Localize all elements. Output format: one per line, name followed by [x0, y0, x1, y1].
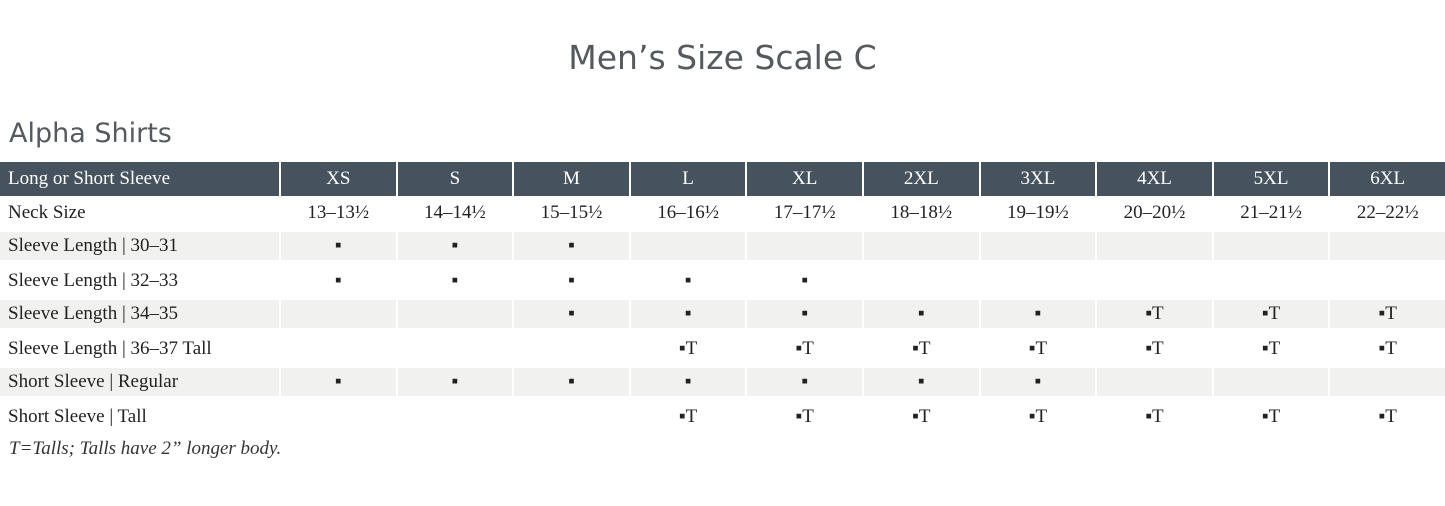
size-cell — [1213, 232, 1329, 260]
size-cell — [1097, 264, 1212, 298]
size-cell — [1097, 232, 1212, 260]
size-cell: ▪T — [1213, 300, 1329, 328]
size-cell: ▪T — [1261, 406, 1281, 427]
size-cell: ▪T — [795, 338, 814, 359]
size-cell: ▪T — [1145, 406, 1164, 427]
size-cell — [980, 232, 1096, 260]
size-cell: 20–20½ — [1123, 202, 1186, 223]
size-cell — [1097, 368, 1212, 396]
size-cell: ▪ — [568, 270, 575, 291]
size-cell: ▪ — [630, 300, 746, 328]
size-cell: 15–15½ — [540, 202, 603, 223]
subtitle: Alpha Shirts — [9, 118, 172, 149]
size-cell: ▪ — [451, 270, 459, 291]
size-cell: ▪ — [514, 300, 629, 328]
size-cell: 13–13½ — [307, 202, 370, 223]
size-cell: ▪T — [678, 406, 698, 427]
row-label: Sleeve Length | 30–31 — [0, 232, 279, 260]
size-cell: ▪ — [514, 232, 629, 260]
size-cell: ▪ — [864, 368, 979, 396]
row-label: Sleeve Length | 32–33 — [8, 270, 179, 291]
column-header: XS — [281, 162, 396, 196]
size-cell — [397, 300, 513, 328]
column-header: 2XL — [864, 162, 979, 196]
row-label: Neck Size — [8, 202, 86, 223]
title: Men’s Size Scale C — [568, 38, 877, 77]
size-cell: ▪T — [795, 406, 814, 427]
size-cell — [864, 232, 979, 260]
size-cell: ▪ — [397, 368, 513, 396]
row-label: Sleeve Length | 34–35 — [0, 300, 279, 328]
size-cell: 19–19½ — [1007, 202, 1069, 223]
size-cell — [281, 332, 396, 366]
size-cell: ▪ — [864, 300, 979, 328]
row-label: Short Sleeve | Regular — [0, 368, 279, 396]
size-cell — [514, 332, 629, 366]
size-cell: ▪ — [747, 368, 862, 396]
row-label: Short Sleeve | Tall — [8, 406, 147, 427]
column-header: 3XL — [980, 162, 1096, 196]
size-cell: 17–17½ — [773, 202, 836, 223]
size-cell: ▪ — [514, 368, 629, 396]
size-cell: 18–18½ — [890, 202, 953, 223]
column-header: 5XL — [1213, 162, 1329, 196]
size-cell: ▪ — [281, 368, 396, 396]
size-cell: ▪ — [980, 300, 1096, 328]
size-cell: ▪ — [980, 368, 1096, 396]
size-cell: 16–16½ — [657, 202, 719, 223]
size-cell: ▪ — [281, 232, 396, 260]
size-cell: ▪ — [334, 270, 342, 291]
size-cell — [281, 300, 396, 328]
size-cell: ▪T — [1028, 338, 1048, 359]
size-cell — [398, 400, 513, 434]
size-cell: 14–14½ — [424, 202, 486, 223]
column-header: XL — [747, 162, 862, 196]
size-cell: 22–22½ — [1356, 202, 1419, 223]
size-cell: ▪T — [1028, 406, 1048, 427]
size-cell: ▪T — [1097, 300, 1212, 328]
size-cell: ▪ — [801, 270, 809, 291]
row-header-label: Long or Short Sleeve — [0, 162, 279, 196]
size-cell — [864, 264, 979, 298]
column-header: 6XL — [1330, 162, 1445, 196]
size-cell: ▪T — [1145, 338, 1164, 359]
column-header: M — [514, 162, 629, 196]
size-cell: 21–21½ — [1240, 202, 1302, 223]
size-cell: ▪T — [1261, 338, 1281, 359]
size-cell: ▪T — [912, 338, 931, 359]
size-cell — [747, 232, 862, 260]
size-cell — [1214, 264, 1329, 298]
size-cell: ▪ — [397, 232, 513, 260]
size-cell: ▪T — [1378, 338, 1397, 359]
size-cell: ▪T — [912, 406, 931, 427]
size-cell — [1330, 264, 1445, 298]
size-cell — [514, 400, 629, 434]
column-header: 4XL — [1097, 162, 1212, 196]
column-header: S — [397, 162, 513, 196]
column-header: L — [630, 162, 746, 196]
size-cell — [281, 400, 396, 434]
size-cell: ▪T — [1378, 406, 1397, 427]
size-cell — [981, 264, 1096, 298]
row-label: Sleeve Length | 36–37 Tall — [8, 338, 212, 359]
size-cell — [1330, 232, 1445, 260]
footnote: T=Talls; Talls have 2” longer body. — [9, 438, 282, 459]
size-cell: ▪ — [630, 368, 746, 396]
size-cell — [630, 232, 746, 260]
size-cell — [398, 332, 513, 366]
size-cell: ▪T — [678, 338, 698, 359]
size-cell: ▪ — [747, 300, 862, 328]
size-cell — [1213, 368, 1329, 396]
size-cell: ▪ — [684, 270, 692, 291]
size-cell — [1330, 368, 1445, 396]
size-cell: ▪T — [1330, 300, 1445, 328]
